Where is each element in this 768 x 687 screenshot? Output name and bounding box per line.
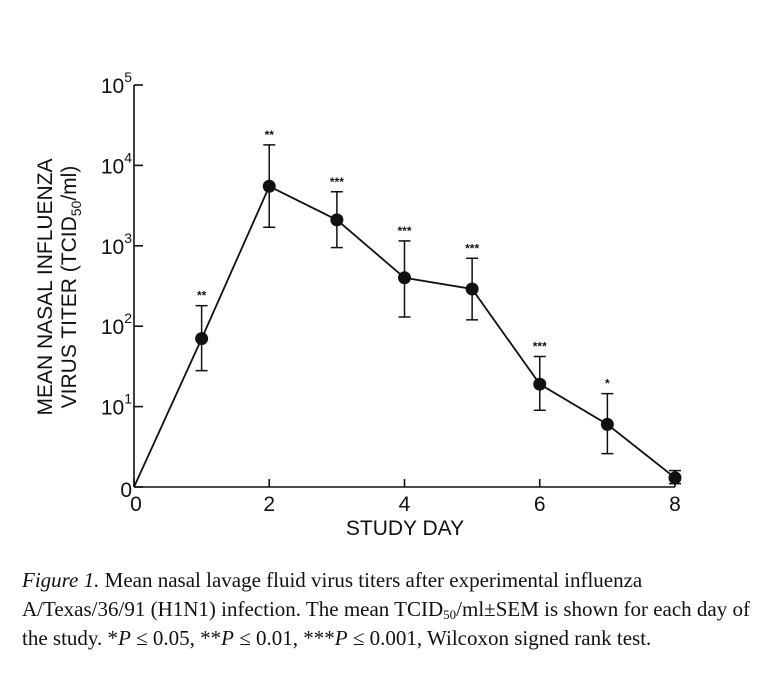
y-tick-base: 10 (101, 155, 124, 178)
figure-chart: 0 101 102 103 104 105 0 2 4 6 8 ** ** *** *** *** *** * … (34, 69, 682, 540)
y-tick-exponent: 3 (124, 230, 132, 246)
significance-mark: *** (397, 224, 411, 238)
y-axis-title-line2: VIRUS TITER (TCID50/ml) (58, 166, 84, 409)
y-axis-title: MEAN NASAL INFLUENZA VIRUS TITER (TCID50… (34, 158, 84, 415)
y-tick-exponent: 1 (124, 391, 132, 407)
y-tick-exponent: 5 (124, 69, 132, 85)
significance-layer: ***************** (197, 128, 610, 391)
y-tick-exponent: 4 (124, 149, 132, 165)
y-tick-label: 105 (101, 69, 132, 98)
y-axis-title-subscript: 50 (68, 200, 84, 216)
data-point (465, 282, 479, 296)
y-tick-label: 101 (101, 391, 132, 420)
caption-subscript: 50 (443, 607, 457, 622)
errorbar-layer (195, 144, 681, 485)
x-tick-label: 6 (534, 493, 546, 516)
y-axis-title-prefix: VIRUS TITER (TCID (58, 216, 81, 408)
y-tick-base: 10 (101, 397, 124, 420)
significance-mark: ** (265, 128, 275, 142)
figure-caption: Figure 1. Mean nasal lavage fluid virus … (22, 566, 752, 653)
y-tick-label: 103 (101, 230, 132, 259)
caption-p3-rest: ≤ 0.001, Wilcoxon signed rank test. (347, 626, 652, 650)
caption-p3-var: P (334, 626, 348, 650)
caption-p2-var: P (221, 626, 234, 650)
x-tick-label: 0 (130, 493, 142, 516)
data-point (533, 377, 547, 391)
caption-text-1: Mean nasal lavage fluid virus titers aft… (22, 568, 643, 621)
significance-mark: ** (197, 289, 207, 303)
y-tick-base: 10 (101, 75, 124, 98)
significance-mark: *** (533, 339, 547, 353)
y-axis-title-line1: MEAN NASAL INFLUENZA (34, 158, 57, 415)
y-tick-base: 10 (101, 236, 124, 259)
caption-p1-rest: ≤ 0.05, ** (130, 626, 222, 650)
y-tick-exponent: 2 (124, 310, 132, 326)
x-tick-label: 8 (669, 493, 681, 516)
significance-mark: *** (330, 175, 344, 189)
data-point (398, 271, 411, 285)
caption-p2-rest: ≤ 0.01, *** (234, 626, 335, 650)
data-point (262, 179, 276, 193)
significance-mark: *** (465, 241, 479, 255)
caption-text-2: /ml±SEM is shown for each day of the stu… (22, 597, 750, 650)
points-layer (195, 179, 682, 485)
data-point (195, 332, 209, 346)
y-tick-label: 0 (120, 479, 132, 502)
caption-p1-var: P (118, 626, 131, 650)
y-tick-label: 102 (101, 310, 132, 339)
y-axis-title-suffix: /ml) (58, 166, 81, 201)
data-point (600, 417, 614, 431)
x-axis-title: STUDY DAY (346, 517, 464, 540)
caption-label: Figure 1. (22, 568, 100, 592)
x-tick-label: 4 (399, 493, 411, 516)
y-tick-label: 104 (101, 149, 132, 178)
data-point (330, 213, 344, 227)
significance-mark: * (605, 377, 610, 391)
x-tick-label: 2 (263, 493, 275, 516)
data-point (668, 471, 682, 485)
y-tick-base: 10 (101, 316, 124, 339)
